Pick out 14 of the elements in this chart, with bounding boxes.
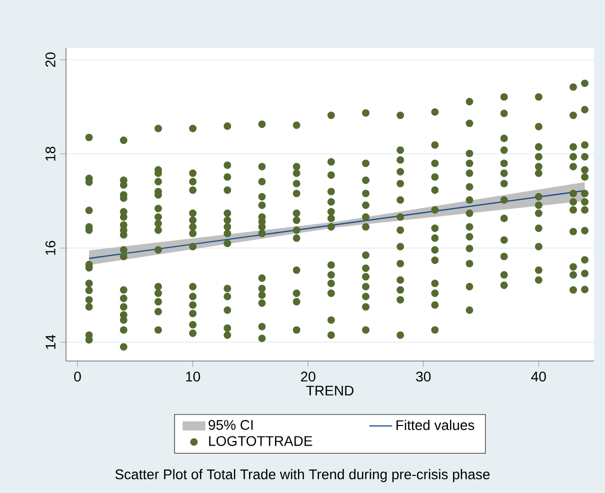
y-tick-label: 14 [46, 334, 56, 349]
text: 95% CI [208, 420, 253, 430]
legend-label: LOGTOTTRADE [209, 436, 312, 446]
legend-label: Fitted values [396, 420, 474, 430]
y-tick-label: 18 [45, 146, 56, 161]
x-tick-label: 30 [416, 372, 431, 382]
x-tick-label: 40 [531, 372, 546, 382]
y-tick-label: 16 [45, 240, 56, 255]
x-tick-label: 10 [186, 372, 200, 382]
x-tick-label: 0 [74, 372, 81, 382]
y-tick-label: 20 [45, 52, 56, 67]
x-axis-title: TREND [306, 386, 354, 396]
x-tick-label: 20 [301, 372, 316, 382]
text: Scatter Plot of Total Trade with Trend during pre-crisis phase [115, 469, 490, 482]
